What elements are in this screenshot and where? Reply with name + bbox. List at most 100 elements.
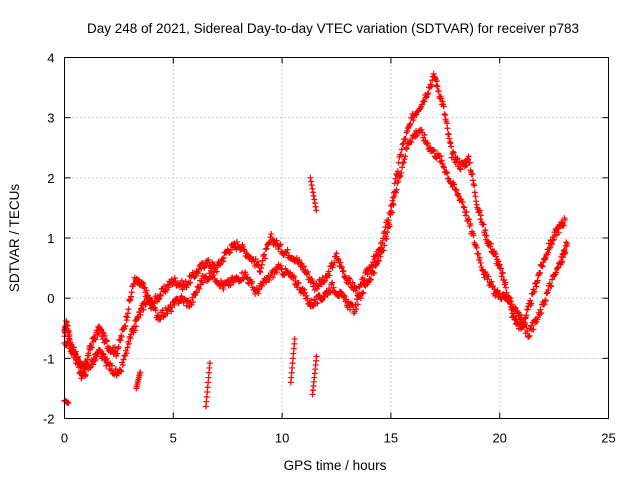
data-point [437, 153, 444, 160]
data-point [65, 328, 72, 335]
data-point [234, 239, 241, 246]
data-point [531, 288, 538, 295]
data-point [118, 332, 125, 339]
data-point [278, 266, 285, 273]
data-point [446, 135, 453, 142]
data-point [433, 78, 440, 85]
data-point [268, 231, 275, 238]
data-point [364, 279, 371, 286]
data-point [218, 277, 225, 284]
data-point [308, 297, 315, 304]
data-point [477, 216, 484, 223]
data-point [309, 189, 316, 196]
data-point [439, 160, 446, 167]
y-tick-label: -2 [43, 412, 55, 427]
data-point [152, 307, 159, 314]
data-point [386, 223, 393, 230]
data-point [408, 138, 415, 145]
data-point [448, 143, 455, 150]
data-point [542, 254, 549, 261]
data-point [482, 227, 489, 234]
data-point [296, 257, 303, 264]
x-tick-label: 15 [384, 431, 398, 446]
data-point [295, 280, 302, 287]
data-point [542, 297, 549, 304]
y-tick-label: 0 [47, 291, 54, 306]
data-point [339, 268, 346, 275]
data-point [310, 192, 317, 199]
data-point [242, 271, 249, 278]
data-point [463, 209, 470, 216]
data-point [103, 338, 110, 345]
data-point [341, 292, 348, 299]
data-point [85, 352, 92, 359]
data-point [100, 330, 107, 337]
data-point [122, 323, 129, 330]
data-point [347, 306, 354, 313]
data-point [444, 125, 451, 132]
data-point [424, 91, 431, 98]
data-point [333, 250, 340, 257]
data-point [561, 216, 568, 223]
data-point [124, 310, 131, 317]
data-point [307, 174, 314, 181]
data-point [443, 169, 450, 176]
data-point [103, 355, 110, 362]
data-point [538, 310, 545, 317]
data-point [227, 246, 234, 253]
data-point [513, 315, 520, 322]
data-point [90, 361, 97, 368]
data-point [428, 83, 435, 90]
data-point [465, 153, 472, 160]
data-point [304, 295, 311, 302]
data-point [548, 283, 555, 290]
data-point [284, 246, 291, 253]
data-point [213, 268, 220, 275]
data-point [471, 182, 478, 189]
data-point [101, 332, 108, 339]
data-point [178, 277, 185, 284]
data-point [380, 247, 387, 254]
data-point [545, 286, 552, 293]
data-point [564, 241, 571, 248]
data-point [190, 298, 197, 305]
data-point [135, 276, 142, 283]
data-point [543, 290, 550, 297]
data-point [98, 326, 105, 333]
data-point [547, 282, 554, 289]
data-point [492, 292, 499, 299]
data-point [92, 356, 99, 363]
data-point [123, 350, 130, 357]
data-point [523, 312, 530, 319]
data-point [502, 292, 509, 299]
data-point [117, 337, 124, 344]
data-point [483, 232, 490, 239]
data-point [383, 236, 390, 243]
data-point [441, 111, 448, 118]
data-point [88, 344, 95, 351]
data-point [125, 306, 132, 313]
data-point [476, 208, 483, 215]
data-point [349, 279, 356, 286]
data-point [406, 122, 413, 129]
data-point [473, 201, 480, 208]
data-point [472, 193, 479, 200]
data-point [282, 265, 289, 272]
data-point [301, 286, 308, 293]
data-point [480, 221, 487, 228]
data-point [397, 172, 404, 179]
data-point [155, 296, 162, 303]
data-point [441, 112, 448, 119]
data-point [140, 306, 147, 313]
data-point [171, 301, 178, 308]
data-point [479, 266, 486, 273]
data-point [440, 103, 447, 110]
data-point [459, 199, 466, 206]
data-point [438, 157, 445, 164]
data-point [369, 263, 376, 270]
data-point [530, 326, 537, 333]
data-point [475, 250, 482, 257]
data-point [469, 171, 476, 178]
data-point [498, 273, 505, 280]
data-point [526, 332, 533, 339]
